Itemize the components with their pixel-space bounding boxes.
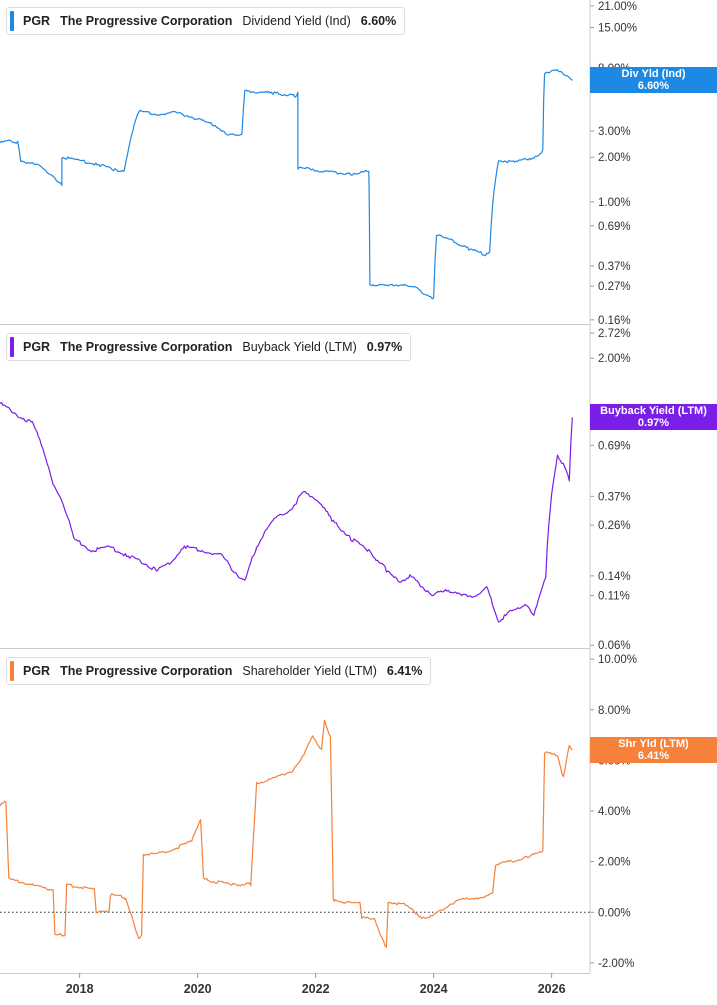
badge-label: Buyback Yield (LTM) bbox=[600, 405, 707, 418]
y-tick-label: 0.16% bbox=[598, 315, 631, 327]
y-tick-label: 4.00% bbox=[598, 806, 631, 818]
y-tick-label: 2.00% bbox=[598, 152, 631, 164]
y-tick-label: 8.00% bbox=[598, 705, 631, 717]
company-name: The Progressive Corporation bbox=[60, 664, 233, 678]
ticker: PGR bbox=[23, 664, 51, 678]
metric-value: 0.97% bbox=[366, 340, 403, 354]
y-tick-label: 0.27% bbox=[598, 281, 631, 293]
y-tick-label: 0.06% bbox=[598, 640, 631, 652]
badge-value: 6.41% bbox=[637, 749, 670, 762]
y-tick-label: 3.00% bbox=[598, 126, 631, 138]
metric-name: Buyback Yield (LTM) bbox=[242, 340, 357, 354]
y-tick-label: 0.69% bbox=[598, 440, 631, 452]
y-tick-label: 1.00% bbox=[598, 197, 631, 209]
y-tick-label: 0.37% bbox=[598, 491, 631, 503]
y-tick-label: 0.26% bbox=[598, 520, 631, 532]
dividend-yield-header: PGR The Progressive Corporation Dividend… bbox=[6, 7, 406, 35]
y-tick-label: -2.00% bbox=[598, 958, 634, 970]
shareholder-yield-header: PGR The Progressive Corporation Sharehol… bbox=[6, 657, 432, 685]
metric-value: 6.41% bbox=[386, 664, 423, 678]
shareholder-yield-last-value-badge: Shr Yld (LTM) 6.41% bbox=[590, 736, 717, 763]
company-name: The Progressive Corporation bbox=[60, 14, 233, 28]
y-tick-label: 2.72% bbox=[598, 328, 631, 340]
y-tick-label: 0.14% bbox=[598, 571, 631, 583]
buyback-yield-line bbox=[0, 401, 573, 623]
shareholder-yield-color-swatch bbox=[10, 661, 14, 681]
x-tick-label: 2020 bbox=[184, 982, 212, 996]
badge-label: Div Yld (Ind) bbox=[621, 68, 686, 81]
buyback-yield-last-value-badge: Buyback Yield (LTM) 0.97% bbox=[590, 404, 717, 431]
y-tick-label: 0.37% bbox=[598, 261, 631, 273]
metric-name: Dividend Yield (Ind) bbox=[242, 14, 351, 28]
ticker: PGR bbox=[23, 14, 51, 28]
dividend-yield-last-value-badge: Div Yld (Ind) 6.60% bbox=[590, 67, 717, 94]
x-tick-label: 2026 bbox=[538, 982, 566, 996]
x-tick-label: 2022 bbox=[302, 982, 330, 996]
badge-value: 0.97% bbox=[637, 417, 670, 430]
y-tick-label: 0.69% bbox=[598, 221, 631, 233]
y-tick-label: 0.00% bbox=[598, 907, 631, 919]
dividend-yield-line bbox=[0, 69, 573, 300]
y-tick-label: 10.00% bbox=[598, 654, 637, 666]
dividend-yield-color-swatch bbox=[10, 11, 14, 31]
y-tick-label: 21.00% bbox=[598, 1, 637, 13]
buyback-yield-color-swatch bbox=[10, 337, 14, 357]
badge-value: 6.60% bbox=[637, 80, 670, 93]
shareholder-yield-line bbox=[0, 719, 573, 949]
badge-label: Shr Yld (LTM) bbox=[618, 737, 689, 750]
x-tick-label: 2018 bbox=[66, 982, 94, 996]
buyback-yield-header: PGR The Progressive Corporation Buyback … bbox=[6, 333, 412, 361]
y-tick-label: 2.00% bbox=[598, 353, 631, 365]
metric-value: 6.60% bbox=[360, 14, 397, 28]
y-tick-label: 2.00% bbox=[598, 857, 631, 869]
y-tick-label: 15.00% bbox=[598, 23, 637, 35]
y-tick-label: 0.11% bbox=[598, 591, 630, 603]
ticker: PGR bbox=[23, 340, 51, 354]
metric-name: Shareholder Yield (LTM) bbox=[242, 664, 377, 678]
x-tick-label: 2024 bbox=[420, 982, 448, 996]
company-name: The Progressive Corporation bbox=[60, 340, 233, 354]
